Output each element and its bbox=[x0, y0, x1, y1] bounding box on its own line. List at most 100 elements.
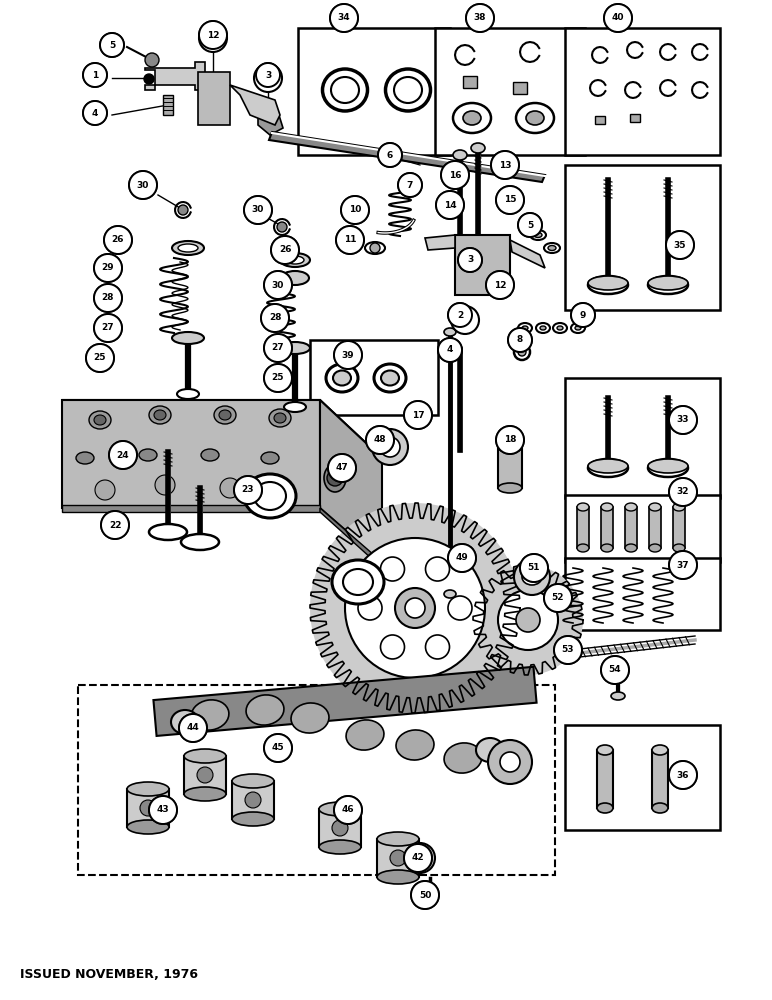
Circle shape bbox=[491, 151, 519, 179]
Circle shape bbox=[448, 303, 472, 327]
Circle shape bbox=[436, 191, 464, 219]
Bar bbox=[310, 340, 438, 415]
Circle shape bbox=[197, 767, 213, 783]
Text: 2: 2 bbox=[462, 316, 468, 324]
Circle shape bbox=[334, 341, 362, 369]
Ellipse shape bbox=[544, 243, 560, 253]
Text: 2: 2 bbox=[457, 310, 463, 320]
Text: 42: 42 bbox=[411, 854, 425, 862]
Circle shape bbox=[390, 850, 406, 866]
Circle shape bbox=[516, 608, 540, 632]
Circle shape bbox=[458, 248, 482, 272]
Ellipse shape bbox=[522, 326, 528, 330]
Circle shape bbox=[144, 74, 154, 84]
Circle shape bbox=[220, 478, 240, 498]
Text: 30: 30 bbox=[137, 180, 149, 190]
Ellipse shape bbox=[536, 323, 550, 333]
Ellipse shape bbox=[319, 840, 361, 854]
Text: 36: 36 bbox=[677, 770, 689, 780]
Circle shape bbox=[149, 796, 177, 824]
Circle shape bbox=[244, 196, 272, 224]
Ellipse shape bbox=[526, 111, 544, 125]
Text: 3: 3 bbox=[265, 70, 271, 80]
Ellipse shape bbox=[346, 720, 384, 750]
Circle shape bbox=[100, 33, 124, 57]
Circle shape bbox=[261, 304, 289, 332]
Text: 4: 4 bbox=[92, 108, 98, 117]
Circle shape bbox=[466, 4, 494, 32]
Ellipse shape bbox=[649, 544, 661, 552]
Circle shape bbox=[496, 426, 524, 454]
Circle shape bbox=[669, 551, 697, 579]
Ellipse shape bbox=[516, 103, 554, 133]
Circle shape bbox=[104, 226, 132, 254]
Circle shape bbox=[336, 226, 364, 254]
Ellipse shape bbox=[652, 803, 668, 813]
Ellipse shape bbox=[244, 474, 296, 518]
Circle shape bbox=[345, 538, 485, 678]
Text: 43: 43 bbox=[157, 806, 169, 814]
Text: 14: 14 bbox=[444, 200, 456, 210]
Ellipse shape bbox=[291, 703, 329, 733]
Circle shape bbox=[496, 186, 524, 214]
Circle shape bbox=[358, 596, 382, 620]
Polygon shape bbox=[510, 240, 545, 268]
Text: 54: 54 bbox=[608, 666, 621, 674]
Polygon shape bbox=[595, 116, 605, 124]
Circle shape bbox=[514, 344, 530, 360]
Circle shape bbox=[234, 476, 262, 504]
Text: 50: 50 bbox=[419, 890, 432, 900]
Text: 32: 32 bbox=[677, 488, 689, 496]
Text: 28: 28 bbox=[269, 314, 281, 322]
Circle shape bbox=[669, 478, 697, 506]
Text: 22: 22 bbox=[109, 520, 121, 530]
Text: 46: 46 bbox=[342, 806, 354, 814]
Bar bbox=[78, 685, 555, 875]
Ellipse shape bbox=[625, 544, 637, 552]
Text: 38: 38 bbox=[474, 13, 486, 22]
Circle shape bbox=[458, 248, 482, 272]
Text: 35: 35 bbox=[674, 240, 686, 249]
Circle shape bbox=[94, 284, 122, 312]
Ellipse shape bbox=[522, 569, 542, 585]
Ellipse shape bbox=[284, 402, 306, 412]
Text: 12: 12 bbox=[207, 30, 219, 39]
Text: 23: 23 bbox=[242, 486, 254, 494]
Circle shape bbox=[264, 334, 292, 362]
Circle shape bbox=[100, 33, 124, 57]
Circle shape bbox=[571, 303, 595, 327]
Text: 3: 3 bbox=[265, 74, 271, 83]
Text: 34: 34 bbox=[337, 13, 350, 22]
Circle shape bbox=[666, 231, 694, 259]
Ellipse shape bbox=[254, 482, 286, 510]
Text: 24: 24 bbox=[117, 450, 130, 460]
Circle shape bbox=[129, 171, 157, 199]
Bar bbox=[565, 378, 720, 498]
Circle shape bbox=[554, 636, 582, 664]
Text: 6: 6 bbox=[387, 150, 393, 159]
Bar bbox=[565, 725, 720, 830]
Text: 7: 7 bbox=[407, 180, 413, 190]
Text: 10: 10 bbox=[349, 206, 361, 215]
Circle shape bbox=[129, 171, 157, 199]
Text: 12: 12 bbox=[494, 280, 506, 290]
Circle shape bbox=[199, 21, 227, 49]
Circle shape bbox=[101, 511, 129, 539]
Text: 13: 13 bbox=[499, 160, 511, 169]
Circle shape bbox=[571, 303, 595, 327]
Circle shape bbox=[395, 588, 435, 628]
Ellipse shape bbox=[385, 69, 431, 111]
Ellipse shape bbox=[673, 503, 685, 511]
Circle shape bbox=[666, 231, 694, 259]
Text: 37: 37 bbox=[677, 560, 689, 570]
Ellipse shape bbox=[534, 232, 542, 237]
Circle shape bbox=[264, 271, 292, 299]
Text: 29: 29 bbox=[102, 263, 114, 272]
Circle shape bbox=[328, 454, 356, 482]
Circle shape bbox=[404, 401, 432, 429]
Circle shape bbox=[264, 734, 292, 762]
Circle shape bbox=[520, 554, 548, 582]
Text: 6: 6 bbox=[387, 150, 393, 159]
Text: 25: 25 bbox=[93, 354, 107, 362]
Ellipse shape bbox=[444, 743, 482, 773]
